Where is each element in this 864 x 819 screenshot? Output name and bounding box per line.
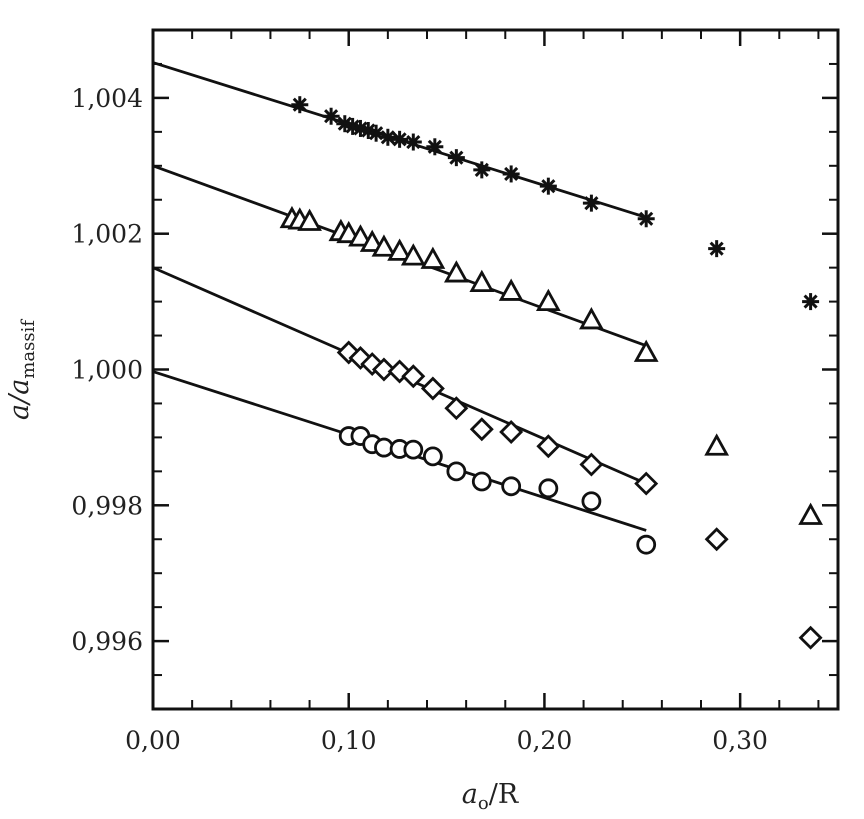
asterisk-marker	[291, 96, 309, 114]
asterisk-stroke	[504, 166, 519, 182]
asterisk-stroke	[406, 134, 421, 150]
asterisk-marker	[322, 107, 340, 125]
circle-marker	[538, 478, 559, 499]
asterisk-marker	[539, 177, 557, 195]
diamond-marker	[401, 364, 426, 389]
asterisk-marker	[582, 194, 600, 212]
triangle-marker	[535, 288, 561, 312]
diamond-marker	[469, 417, 494, 442]
y-axis-label-subscript: massif	[18, 319, 39, 379]
y-tick-label: 1,000	[71, 356, 143, 385]
asterisk-marker	[447, 149, 465, 167]
asterisk-stroke	[541, 179, 556, 194]
asterisk-marker	[502, 165, 520, 183]
triangle-marker	[633, 339, 659, 362]
triangle-marker	[371, 234, 397, 257]
triangle-marker	[443, 260, 469, 283]
diamond-marker	[371, 357, 396, 382]
data-points-layer	[279, 96, 823, 650]
asterisk-stroke	[427, 139, 442, 154]
diamond-marker	[444, 396, 469, 421]
asterisk-marker	[708, 240, 726, 258]
triangle-marker	[400, 243, 426, 266]
asterisk-marker	[426, 138, 444, 156]
x-axis-label: ao/R	[462, 779, 519, 814]
axes-layer: 0,00 0,10 0,20 0,30 0,996 0,998 1,000 1,002 1,00…	[71, 30, 838, 755]
triangle-marker	[359, 229, 385, 252]
asterisk-stroke	[369, 126, 384, 141]
asterisk-stroke	[474, 162, 489, 177]
diamond-marker	[536, 434, 561, 459]
asterisk-marker	[802, 293, 820, 311]
y-tick-label: 1,004	[71, 84, 143, 113]
asterisk-stroke	[324, 109, 339, 124]
triangle-marker	[704, 433, 730, 456]
x-axis-label-main: a	[462, 779, 478, 810]
circle-marker	[403, 439, 424, 460]
y-axis-label: a/amassif	[4, 319, 39, 420]
asterisk-stroke	[380, 130, 395, 145]
asterisk-stroke	[449, 150, 464, 165]
diamond-marker	[420, 376, 445, 401]
triangle-marker	[798, 502, 823, 525]
asterisk-stroke	[803, 294, 818, 309]
asterisk-stroke	[337, 116, 352, 131]
asterisk-stroke	[392, 132, 407, 147]
x-tick-label: 0,30	[712, 726, 768, 755]
triangle-marker	[498, 278, 524, 301]
triangle-marker	[387, 238, 412, 261]
asterisk-stroke	[639, 211, 654, 226]
asterisk-stroke	[709, 241, 724, 256]
circle-marker	[446, 461, 467, 482]
y-tick-label: 0,998	[71, 491, 143, 520]
asterisk-stroke	[584, 196, 599, 211]
x-axis-label-subscript: o	[478, 793, 489, 814]
diamond-marker	[798, 625, 823, 650]
triangle-marker	[297, 208, 322, 231]
plot-frame	[151, 28, 840, 711]
circle-marker	[581, 491, 602, 512]
circle-marker	[501, 476, 522, 497]
asterisk-marker	[379, 128, 397, 146]
asterisk-stroke	[353, 121, 368, 136]
triangle-marker	[469, 269, 495, 292]
triangle-marker	[579, 307, 604, 330]
circle-marker	[636, 534, 657, 555]
x-tick-label: 0,10	[321, 726, 377, 755]
asterisk-marker	[637, 210, 655, 228]
asterisk-marker	[391, 130, 409, 148]
triangle-marker	[348, 224, 373, 247]
x-axis-label-suffix: /R	[489, 779, 519, 810]
y-tick-label: 1,002	[71, 220, 143, 249]
circle-marker	[422, 446, 443, 467]
triangle-marker	[420, 246, 446, 269]
y-tick-label: 0,996	[71, 627, 143, 656]
asterisk-stroke	[345, 119, 360, 134]
asterisk-stroke	[292, 97, 307, 112]
x-tick-label: 0,20	[517, 726, 573, 755]
asterisk-stroke	[361, 123, 376, 138]
y-axis-label-main: a/a	[4, 379, 35, 420]
diamond-marker	[704, 527, 729, 552]
asterisk-marker	[473, 161, 491, 179]
diamond-marker	[634, 471, 659, 496]
diamond-marker	[579, 452, 604, 477]
circle-marker	[471, 471, 492, 492]
diamond-marker	[499, 419, 524, 444]
asterisk-marker	[404, 133, 422, 151]
x-tick-label: 0,00	[125, 726, 181, 755]
